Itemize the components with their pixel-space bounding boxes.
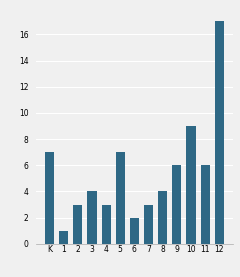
Bar: [87, 191, 96, 244]
Bar: [59, 231, 68, 244]
Bar: [73, 204, 82, 244]
Bar: [130, 218, 139, 244]
Bar: [102, 204, 111, 244]
Bar: [158, 191, 167, 244]
Bar: [116, 152, 125, 244]
Bar: [45, 152, 54, 244]
Bar: [186, 126, 196, 244]
Bar: [144, 204, 153, 244]
Bar: [200, 165, 210, 244]
Bar: [215, 21, 224, 244]
Bar: [172, 165, 181, 244]
